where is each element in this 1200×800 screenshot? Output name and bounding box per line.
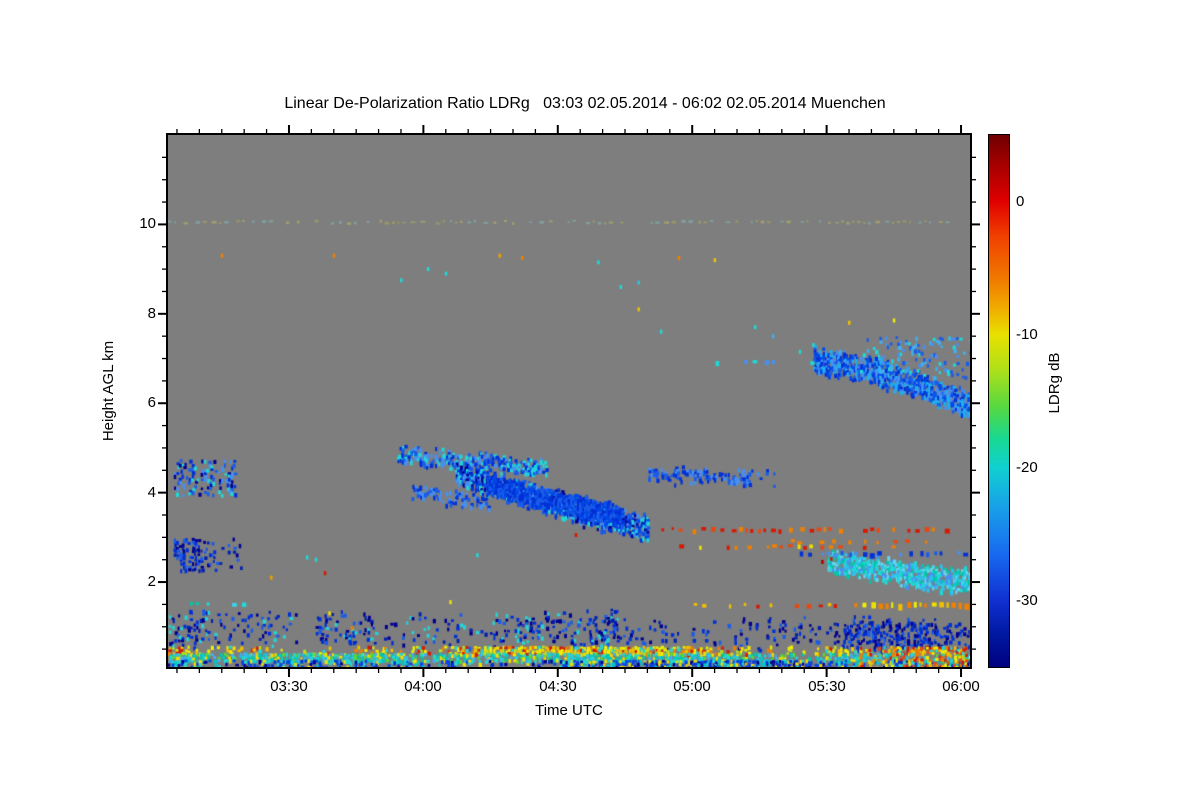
colorbar-frame — [988, 134, 1010, 668]
x-tick-label-0400: 04:00 — [404, 678, 442, 695]
colorbar-tick-neg20: -20 — [1016, 459, 1038, 476]
y-tick-label-10: 10 — [139, 215, 156, 232]
x-tick-label-0600: 06:00 — [942, 678, 980, 695]
colorbar-tick-neg30: -30 — [1016, 592, 1038, 609]
chart-title: Linear De-Polarization Ratio LDRg 03:03 … — [284, 95, 886, 112]
x-axis-title: Time UTC — [535, 702, 603, 719]
x-tick-label-0500: 05:00 — [673, 678, 711, 695]
y-tick-label-2: 2 — [147, 573, 156, 590]
y-tick-label-8: 8 — [147, 305, 156, 322]
colorbar-tick-0: 0 — [1016, 193, 1025, 210]
colorbar-tick-neg10: -10 — [1016, 326, 1038, 343]
x-tick-label-0330: 03:30 — [270, 678, 308, 695]
x-tick-label-0530: 05:30 — [808, 678, 846, 695]
y-tick-label-6: 6 — [147, 394, 156, 411]
x-tick-label-0430: 04:30 — [539, 678, 577, 695]
y-axis-title: Height AGL km — [100, 340, 117, 442]
colorbar-gradient — [989, 135, 1009, 667]
heatmap-canvas — [168, 135, 970, 667]
y-tick-label-4: 4 — [147, 484, 156, 501]
colorbar-title: LDRg dB — [1046, 352, 1063, 414]
